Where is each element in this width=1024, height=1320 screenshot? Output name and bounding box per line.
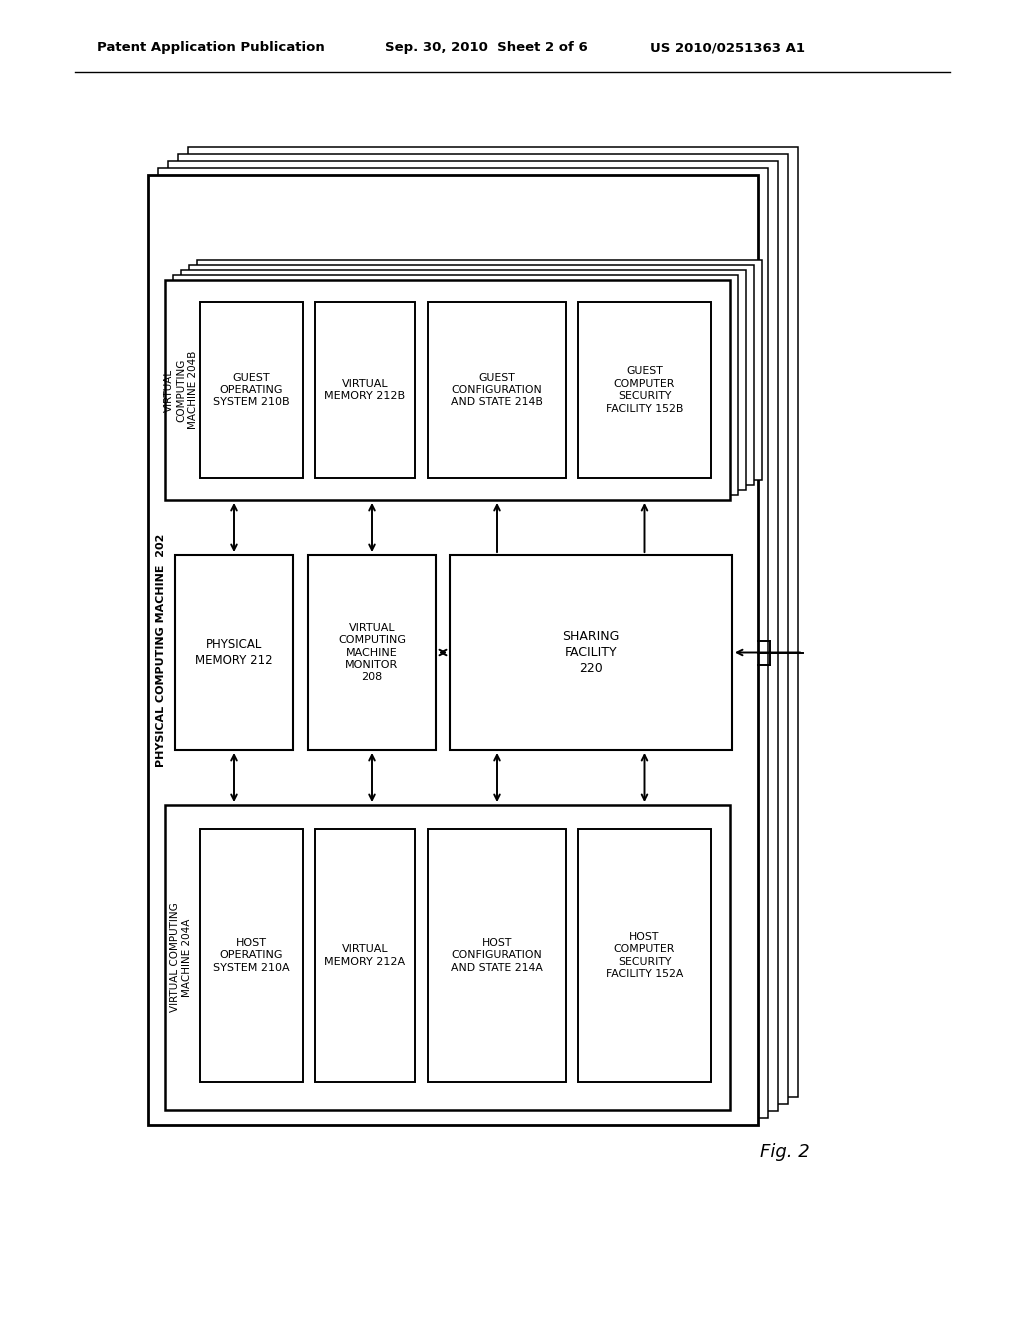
Text: GUEST
CONFIGURATION
AND STATE 214B: GUEST CONFIGURATION AND STATE 214B (451, 372, 543, 408)
Bar (428, 829, 566, 1082)
Text: GUEST
COMPUTER
SECURITY
FACILITY 152B: GUEST COMPUTER SECURITY FACILITY 152B (606, 367, 683, 413)
Bar (197, 260, 762, 480)
Bar (315, 302, 415, 478)
Text: HOST
COMPUTER
SECURITY
FACILITY 152A: HOST COMPUTER SECURITY FACILITY 152A (606, 932, 683, 979)
Text: HOST
CONFIGURATION
AND STATE 214A: HOST CONFIGURATION AND STATE 214A (451, 939, 543, 973)
Bar (148, 176, 758, 1125)
Text: HOST
OPERATING
SYSTEM 210A: HOST OPERATING SYSTEM 210A (213, 939, 290, 973)
Text: VIRTUAL COMPUTING
MACHINE 204A: VIRTUAL COMPUTING MACHINE 204A (170, 903, 193, 1012)
Text: SHARING
FACILITY
220: SHARING FACILITY 220 (562, 630, 620, 675)
Text: Patent Application Publication: Patent Application Publication (97, 41, 325, 54)
Bar (188, 147, 798, 1097)
Bar (158, 168, 768, 1118)
Text: VIRTUAL
COMPUTING
MACHINE 204B: VIRTUAL COMPUTING MACHINE 204B (164, 351, 199, 429)
Text: GUEST
OPERATING
SYSTEM 210B: GUEST OPERATING SYSTEM 210B (213, 372, 290, 408)
Bar (178, 154, 788, 1104)
Text: VIRTUAL
MEMORY 212A: VIRTUAL MEMORY 212A (325, 944, 406, 966)
Bar (189, 265, 754, 484)
Bar (181, 271, 746, 490)
Text: PHYSICAL COMPUTING MACHINE  202: PHYSICAL COMPUTING MACHINE 202 (156, 533, 166, 767)
Bar (168, 161, 778, 1111)
Text: US 2010/0251363 A1: US 2010/0251363 A1 (650, 41, 805, 54)
Bar (165, 805, 730, 1110)
Bar (315, 829, 415, 1082)
Bar (173, 275, 738, 495)
Bar (428, 302, 566, 478)
Bar (578, 302, 711, 478)
Bar (200, 829, 303, 1082)
Bar (308, 554, 436, 750)
Text: VIRTUAL
COMPUTING
MACHINE
MONITOR
208: VIRTUAL COMPUTING MACHINE MONITOR 208 (338, 623, 406, 682)
Text: PHYSICAL
MEMORY 212: PHYSICAL MEMORY 212 (196, 638, 272, 667)
Bar (200, 302, 303, 478)
Text: Sep. 30, 2010  Sheet 2 of 6: Sep. 30, 2010 Sheet 2 of 6 (385, 41, 588, 54)
Bar (175, 554, 293, 750)
Bar (165, 280, 730, 500)
Bar (578, 829, 711, 1082)
Text: VIRTUAL
MEMORY 212B: VIRTUAL MEMORY 212B (325, 379, 406, 401)
Bar (450, 554, 732, 750)
Text: Fig. 2: Fig. 2 (760, 1143, 810, 1162)
